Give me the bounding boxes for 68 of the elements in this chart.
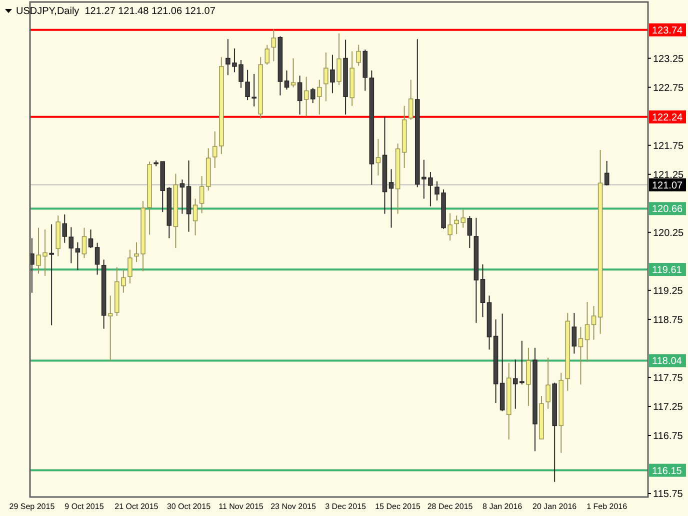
- ref-line-label: 116.15: [652, 466, 682, 477]
- candlestick: [310, 87, 316, 104]
- y-tick-label: 116.75: [653, 430, 684, 442]
- x-tick-label: 21 Oct 2015: [114, 502, 159, 511]
- candlestick: [49, 224, 54, 326]
- candlestick: [88, 228, 94, 249]
- y-tick-label: 117.25: [653, 402, 684, 413]
- candlestick: [94, 242, 100, 276]
- candlestick: [192, 198, 198, 236]
- x-tick-label: 30 Oct 2015: [166, 502, 212, 511]
- y-tick-label: 121.25: [653, 170, 684, 181]
- ref-line-label: 121.07: [652, 180, 684, 192]
- candlestick: [572, 312, 577, 354]
- candlestick: [376, 138, 381, 176]
- candlestick: [68, 226, 74, 264]
- ref-line-label: 120.66: [652, 204, 684, 216]
- candlestick: [578, 326, 584, 385]
- candlestick: [62, 214, 68, 244]
- candlestick: [324, 52, 328, 102]
- candlestick: [82, 227, 87, 258]
- x-tick-label: 23 Nov 2015: [270, 502, 316, 511]
- x-tick-label: 9 Oct 2015: [64, 502, 104, 511]
- y-tick-label: 115.75: [653, 489, 684, 500]
- y-tick-label: 120.25: [653, 228, 684, 239]
- candlestick: [264, 44, 270, 66]
- candlestick: [297, 75, 302, 116]
- candlestick: [128, 249, 132, 284]
- candlestick: [330, 54, 335, 94]
- candlestick: [304, 76, 309, 117]
- x-tick-label: 29 Sep 2015: [9, 502, 56, 511]
- candlestick: [290, 58, 296, 88]
- y-tick-label: 119.25: [653, 286, 684, 297]
- candlestick: [199, 176, 204, 214]
- ref-line-label: 119.61: [652, 265, 682, 276]
- candlestick: [388, 168, 394, 228]
- candlestick: [284, 70, 290, 90]
- x-tick-label: 8 Jan 2016: [482, 502, 523, 511]
- candlestick: [448, 212, 452, 242]
- ref-line-label: 122.24: [652, 112, 684, 124]
- candlestick: [356, 44, 361, 66]
- candlestick: [252, 73, 256, 107]
- candlestick: [467, 216, 472, 249]
- x-tick-label: 11 Nov 2015: [218, 502, 264, 511]
- y-tick-label: 117.75: [653, 372, 684, 384]
- candlestick: [591, 306, 596, 340]
- ref-line-label: 118.04: [652, 356, 682, 368]
- candlestick: [336, 32, 342, 86]
- y-tick-label: 122.75: [653, 82, 684, 94]
- x-tick-label: 3 Dec 2015: [325, 502, 367, 511]
- y-tick-label: 121.75: [653, 140, 684, 152]
- candlestick: [75, 242, 80, 271]
- candlestick: [480, 264, 486, 318]
- candlestick: [604, 160, 610, 186]
- candlestick: [584, 302, 590, 362]
- y-tick-label: 123.25: [653, 54, 684, 65]
- candlestick: [546, 357, 550, 410]
- candlestick: [526, 347, 531, 406]
- candlestick: [180, 179, 185, 214]
- candlestick: [108, 295, 113, 362]
- candlestick: [408, 79, 414, 120]
- candlestick: [271, 28, 276, 62]
- x-tick-label: 15 Dec 2015: [375, 502, 422, 511]
- ref-line-label: 123.74: [652, 25, 684, 36]
- x-tick-label: 20 Jan 2016: [532, 502, 578, 511]
- y-tick-label: 118.75: [653, 314, 684, 326]
- x-tick-label: 28 Dec 2015: [427, 502, 474, 511]
- candlestick: [317, 79, 322, 116]
- x-tick-label: 1 Feb 2016: [586, 502, 628, 511]
